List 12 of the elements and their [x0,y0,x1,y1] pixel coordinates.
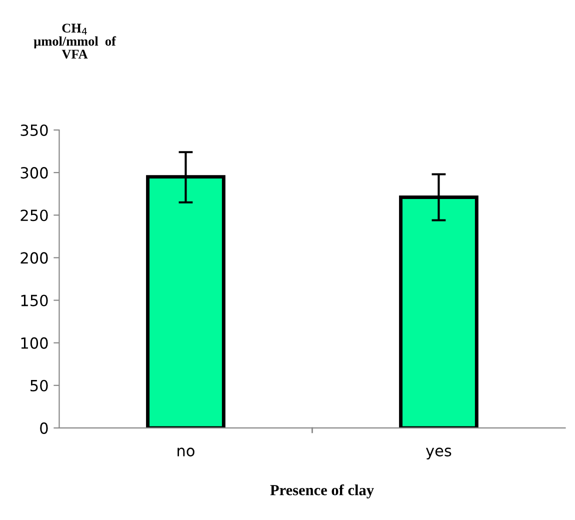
y-axis-title: CH$_{4}$ µmol/mmol of VFA [34,24,116,59]
y-tick-label: 200 [20,252,48,264]
x-tick-label: yes [426,448,452,460]
y-tick-label: 300 [20,167,48,179]
y-tick-label: 50 [30,380,48,392]
y-tick-label: 250 [20,210,48,222]
y-tick-label: 0 [40,422,48,434]
x-axis-title: Presence of clay [270,484,374,498]
x-tick-label: no [178,448,194,456]
y-tick-label: 150 [21,294,48,306]
y-tick-label: 100 [21,337,48,349]
y-tick-label: 350 [20,124,48,136]
